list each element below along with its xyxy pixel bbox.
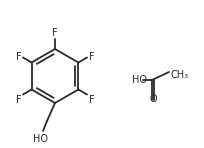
Text: F: F bbox=[88, 95, 94, 105]
Text: HO: HO bbox=[33, 134, 48, 144]
Text: CH₃: CH₃ bbox=[170, 70, 188, 80]
Text: F: F bbox=[16, 95, 21, 105]
Text: HO: HO bbox=[131, 75, 146, 85]
Text: F: F bbox=[52, 28, 58, 38]
Text: O: O bbox=[149, 94, 156, 104]
Text: F: F bbox=[16, 52, 21, 62]
Text: F: F bbox=[88, 52, 94, 62]
